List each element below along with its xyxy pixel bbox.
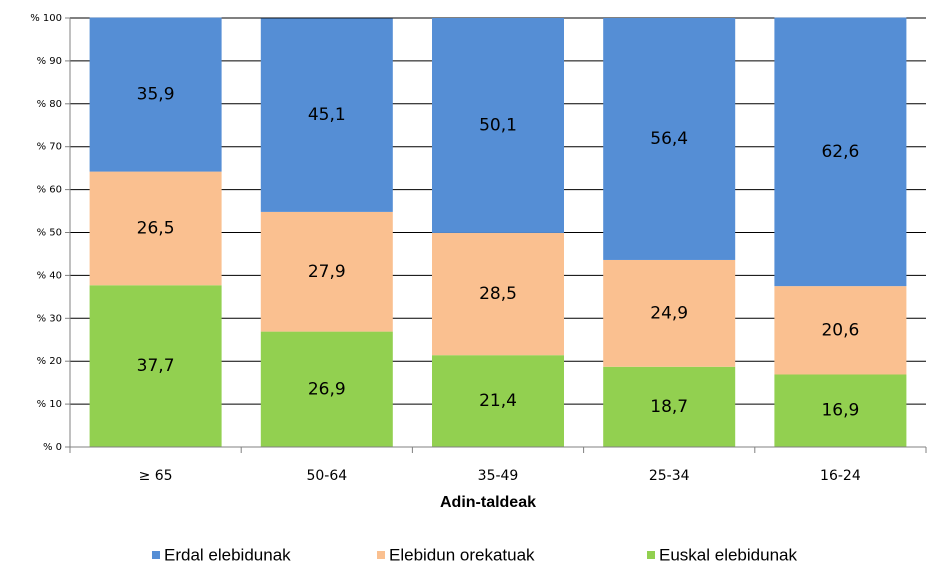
bar-segment	[603, 366, 736, 447]
bar-segment	[603, 259, 736, 367]
data-label: 24,9	[650, 303, 688, 323]
y-tick-label: % 0	[43, 442, 62, 453]
data-label: 28,5	[479, 284, 517, 304]
data-label: 56,4	[650, 129, 688, 149]
bar-segment	[774, 286, 907, 375]
bar-segment	[774, 17, 907, 287]
data-label: 16,9	[821, 401, 859, 421]
data-label: 37,7	[137, 356, 175, 376]
bar-segment	[774, 374, 907, 447]
legend-label: Erdal elebidunak	[164, 545, 291, 564]
x-tick-label: 16-24	[820, 468, 861, 484]
data-label: 35,9	[137, 85, 175, 105]
data-label: 21,4	[479, 391, 517, 411]
data-label: 26,5	[137, 218, 175, 238]
y-tick-label: % 90	[37, 56, 62, 67]
x-tick-label: 50-64	[306, 468, 347, 484]
bar-segment	[260, 331, 393, 447]
bar-segment	[432, 18, 564, 233]
x-tick-label: 35-49	[478, 468, 519, 484]
bar-segment	[260, 18, 393, 212]
bar-segment	[603, 18, 736, 260]
y-tick-label: % 80	[37, 99, 62, 110]
y-tick-label: % 30	[37, 313, 62, 324]
y-tick-label: % 50	[37, 228, 62, 239]
legend-label: Euskal elebidunak	[659, 545, 797, 564]
bar-segment	[89, 17, 222, 172]
bar-segment	[432, 232, 564, 356]
data-label: 26,9	[308, 379, 346, 399]
y-tick-label: % 40	[37, 270, 62, 281]
legend-swatch	[377, 551, 385, 559]
bar-segment	[260, 211, 393, 332]
bar-segment	[89, 285, 222, 447]
y-tick-label: % 100	[30, 13, 62, 24]
y-tick-label: % 60	[37, 185, 62, 196]
legend-swatch	[152, 551, 160, 559]
bar-segment	[89, 171, 222, 286]
data-label: 62,6	[821, 142, 859, 162]
data-label: 27,9	[308, 262, 346, 282]
x-tick-label: ≥ 65	[139, 468, 173, 484]
data-label: 20,6	[821, 320, 859, 340]
x-tick-label: 25-34	[649, 468, 690, 484]
data-label: 45,1	[308, 105, 346, 125]
data-label: 50,1	[479, 115, 517, 135]
y-tick-label: % 10	[37, 399, 62, 410]
bar-segment	[432, 355, 564, 447]
legend-swatch	[647, 551, 655, 559]
legend-label: Elebidun orekatuak	[389, 545, 535, 564]
x-axis-title: Adin-taldeak	[440, 494, 536, 511]
data-label: 18,7	[650, 397, 688, 417]
y-tick-label: % 70	[37, 142, 62, 153]
y-tick-label: % 20	[37, 356, 62, 367]
